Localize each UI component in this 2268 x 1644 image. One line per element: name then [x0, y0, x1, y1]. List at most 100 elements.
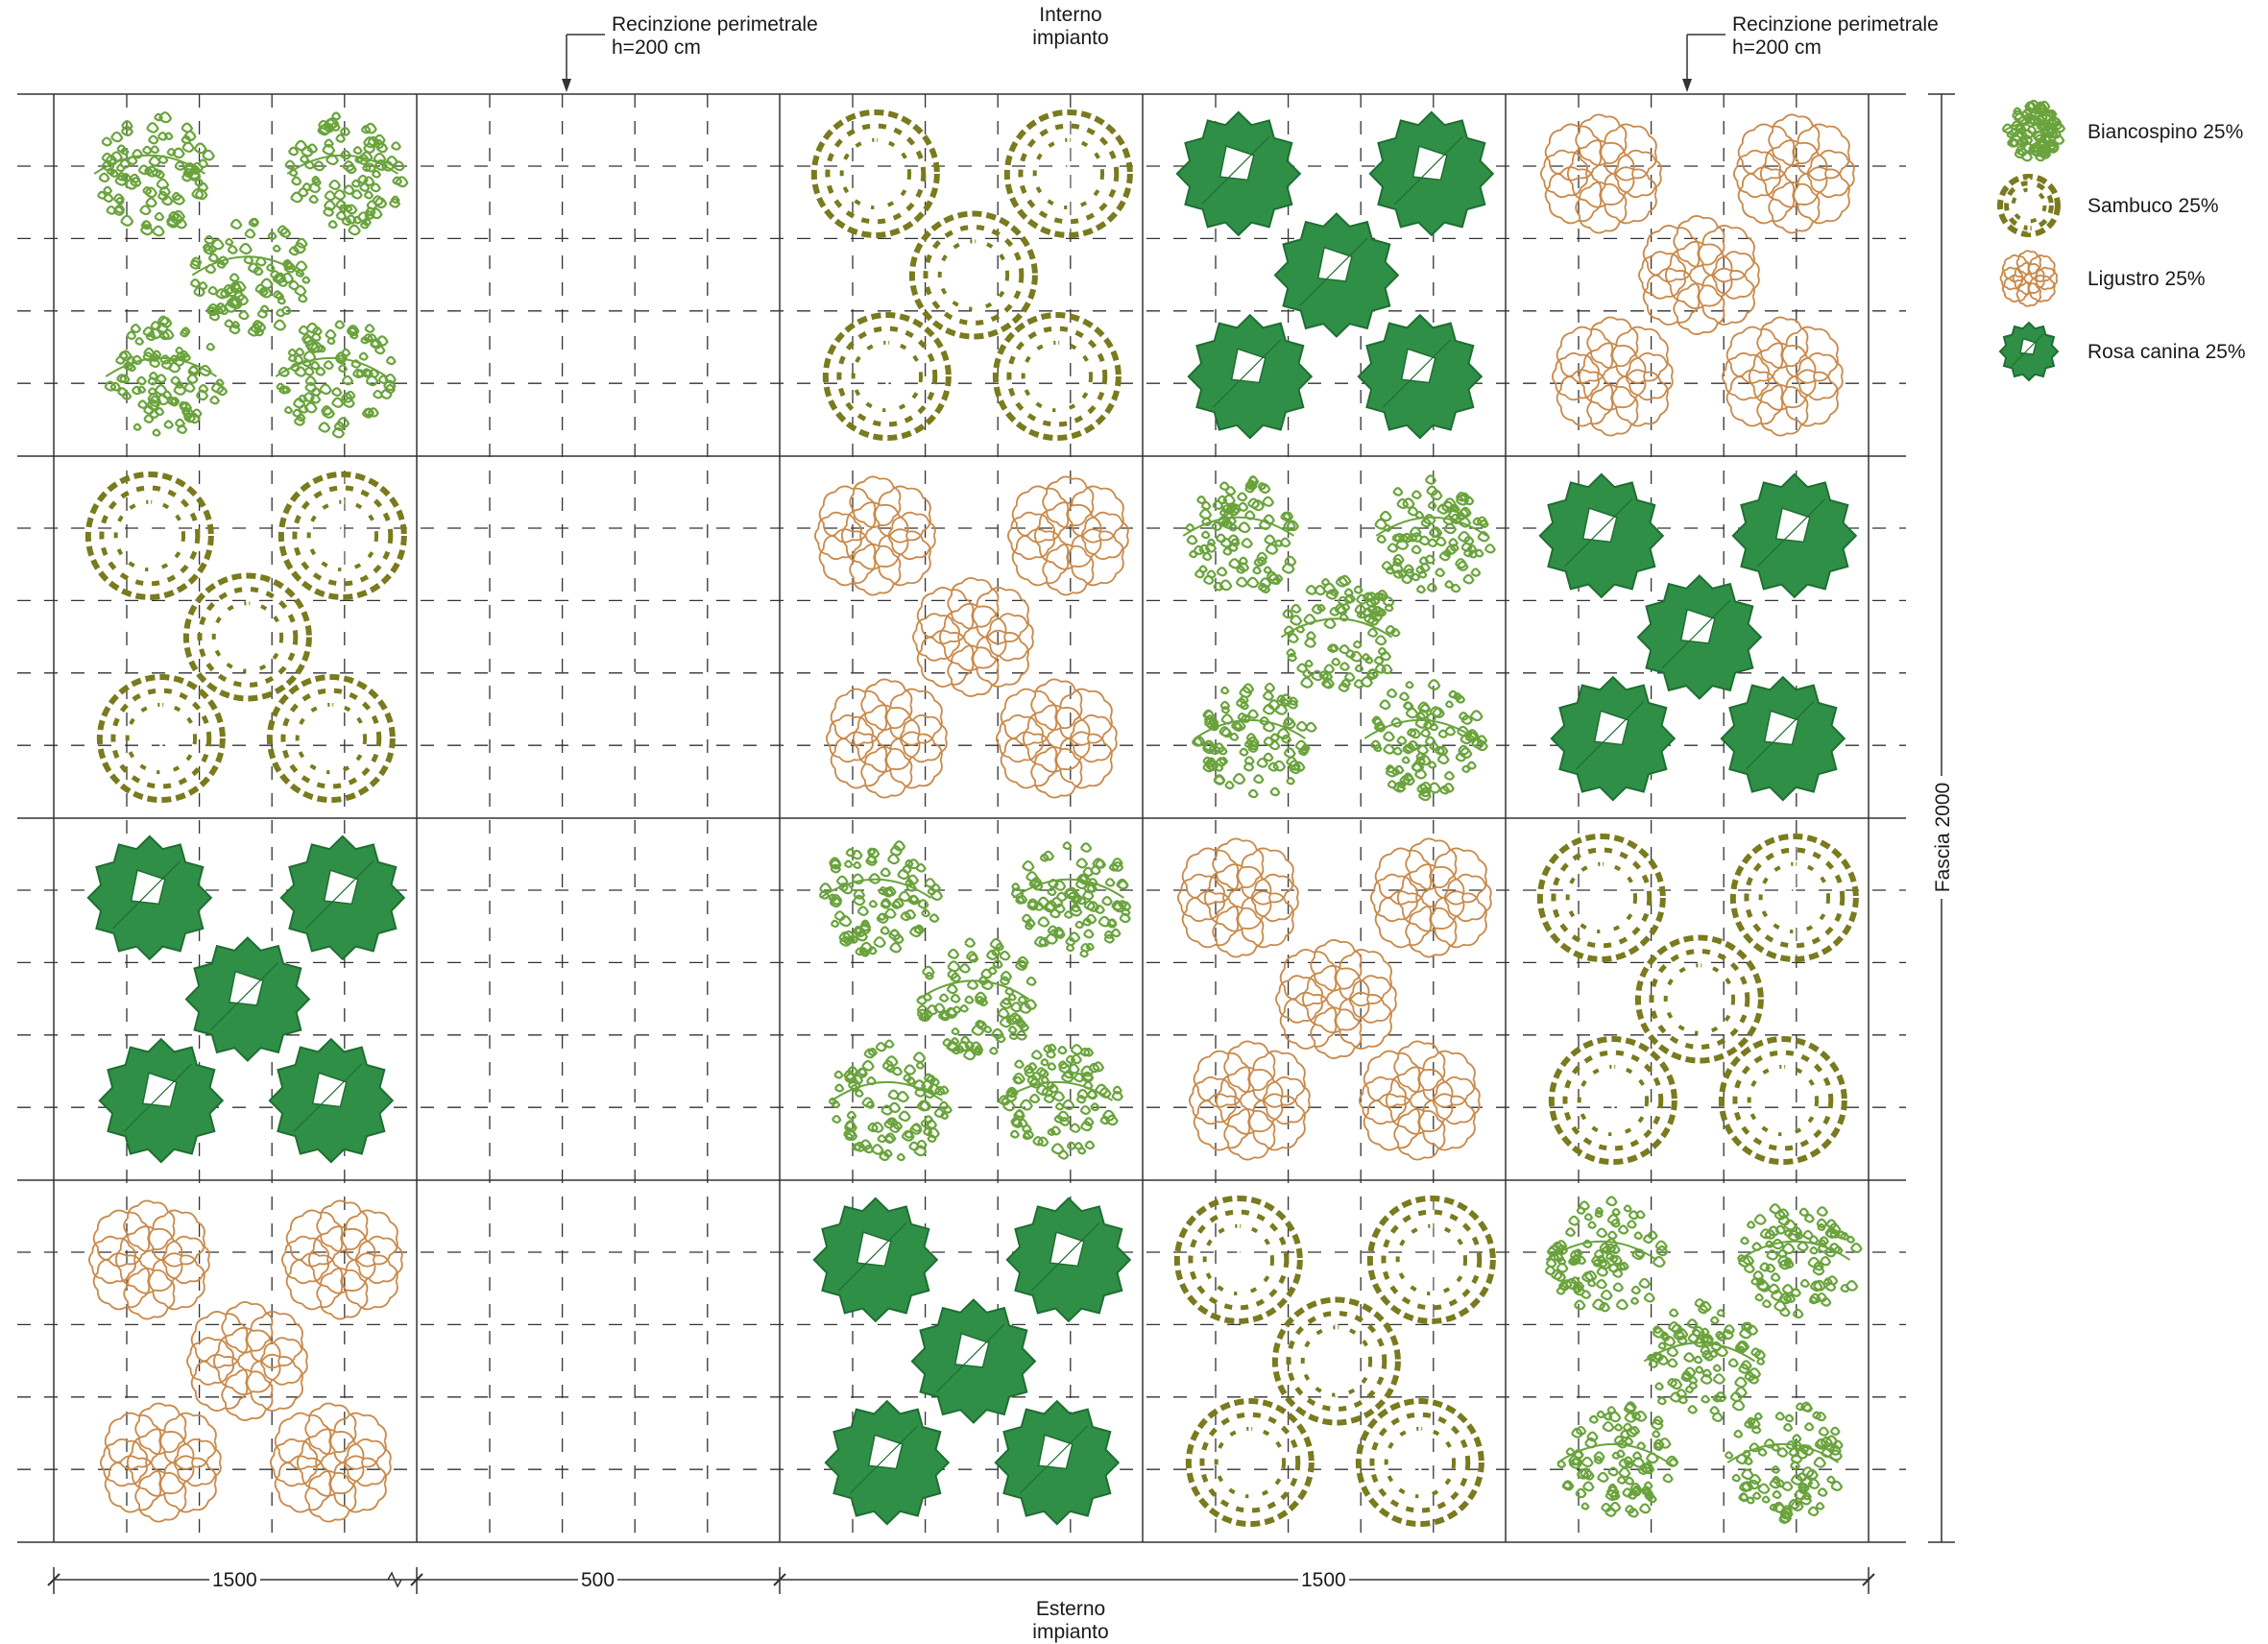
ligustro-icon [1999, 250, 2058, 307]
main-grid [17, 34, 1906, 1543]
sambuco-shrub [1173, 1195, 1303, 1324]
ligustro-shrub [100, 1402, 222, 1523]
dimension-left: 1500 [209, 1569, 260, 1592]
rosa-shrub [824, 1399, 951, 1526]
rosa-shrub [1357, 313, 1484, 440]
ligustro-shrub [186, 1301, 308, 1421]
ligustro-shrub [912, 577, 1034, 697]
planting-cell-biancospino [818, 840, 1132, 1162]
sambuco-shrub [182, 572, 312, 702]
rosa-shrub [910, 1298, 1037, 1424]
biancospino-shrub [1643, 1298, 1767, 1422]
sambuco-shrub [908, 210, 1038, 340]
biancospino-shrub [1010, 841, 1132, 958]
inside-label: Interno impianto [1032, 4, 1109, 49]
ligustro-shrub [1540, 113, 1662, 234]
ligustro-shrub [1275, 939, 1397, 1059]
planting-cell-sambuco [810, 109, 1133, 442]
ligustro-shrub [1370, 837, 1492, 958]
sambuco-shrub [1003, 109, 1133, 238]
dimension-right: 1500 [1298, 1569, 1349, 1592]
rosa-shrub [1636, 574, 1763, 700]
biancospino-icon [2001, 99, 2066, 162]
fence-right-label: Recinzione perimetrale h=200 cm [1732, 13, 1939, 59]
rosa-shrub [1731, 472, 1858, 599]
biancospino-shrub [1182, 475, 1300, 594]
sambuco-shrub [1355, 1398, 1484, 1528]
biancospino-shrub [1736, 1203, 1863, 1319]
sambuco-shrub [1718, 1036, 1847, 1166]
sambuco-shrub [96, 674, 226, 804]
biancospino-shrub [93, 111, 215, 237]
ligustro-shrub [88, 1199, 210, 1320]
biancospino-shrub [189, 217, 311, 337]
legend-ligustro-label: Ligustro 25% [2087, 268, 2206, 290]
ligustro-shrub [1722, 316, 1844, 437]
sambuco-shrub [84, 471, 214, 600]
ligustro-shrub [1733, 113, 1855, 234]
planting-cell-sambuco [84, 471, 407, 804]
sambuco-shrub [1366, 1195, 1496, 1324]
planting-cell-biancospino [1544, 1196, 1863, 1525]
planting-cell-sambuco [1536, 833, 1859, 1166]
legend-biancospino-label: Biancospino 25% [2087, 121, 2244, 143]
biancospino-shrub [1374, 474, 1496, 594]
sambuco-shrub [1548, 1036, 1677, 1166]
sambuco-shrub [1634, 934, 1764, 1064]
ligustro-shrub [814, 475, 936, 596]
rosa-canina-icon [1998, 321, 2060, 382]
shrubs-layer [84, 109, 1863, 1528]
dimension-middle: 500 [578, 1569, 618, 1592]
sambuco-shrub [1185, 1398, 1315, 1528]
biancospino-shrub [275, 320, 397, 439]
ligustro-shrub [1552, 316, 1674, 437]
biancospino-shrub [1191, 682, 1317, 799]
rosa-shrub [86, 834, 213, 961]
legend-icons [1997, 99, 2066, 382]
biancospino-shrub [104, 315, 229, 437]
biancospino-shrub [998, 1043, 1123, 1160]
biancospino-shrub [284, 111, 409, 236]
sambuco-shrub [1729, 833, 1859, 962]
ligustro-shrub [1359, 1040, 1481, 1161]
rosa-shrub [184, 936, 311, 1062]
rosa-shrub [812, 1197, 939, 1323]
sambuco-shrub [266, 674, 396, 804]
biancospino-shrub [916, 937, 1038, 1061]
sambuco-icon [1997, 174, 2061, 237]
planting-cell-ligustro [1540, 113, 1855, 437]
rosa-shrub [994, 1399, 1121, 1526]
rosa-shrub [279, 834, 406, 961]
fence-left-label: Recinzione perimetrale h=200 cm [612, 13, 818, 59]
planting-cell-rosa [812, 1197, 1132, 1526]
sambuco-shrub [822, 312, 952, 442]
biancospino-shrub [1556, 1401, 1679, 1518]
rosa-shrub [1550, 675, 1677, 802]
planting-cell-ligustro [1177, 837, 1492, 1161]
planting-cell-sambuco [1173, 1195, 1496, 1528]
biancospino-shrub [1724, 1401, 1844, 1525]
rosa-shrub [268, 1037, 395, 1164]
biancospino-shrub [1544, 1196, 1669, 1313]
planting-cell-rosa [1538, 472, 1858, 802]
ligustro-shrub [1007, 475, 1129, 596]
planting-cell-rosa [86, 834, 406, 1164]
legend-sambuco-label: Sambuco 25% [2087, 195, 2219, 217]
band-dimension: Fascia 2000 [1932, 776, 1955, 899]
biancospino-shrub [1280, 574, 1401, 692]
ligustro-shrub [1189, 1040, 1311, 1161]
rosa-shrub [1538, 472, 1665, 599]
planting-cell-rosa [1175, 110, 1495, 440]
rosa-shrub [98, 1037, 225, 1164]
ligustro-shrub [281, 1199, 403, 1320]
ligustro-shrub [1638, 215, 1760, 335]
legend-rosa-canina-label: Rosa canina 25% [2087, 341, 2246, 363]
ligustro-shrub [826, 678, 948, 799]
rosa-shrub [1368, 110, 1495, 237]
rosa-shrub [1720, 675, 1846, 802]
outside-label: Esterno impianto [1032, 1598, 1109, 1643]
planting-cell-biancospino [93, 111, 409, 439]
biancospino-shrub [828, 1039, 953, 1162]
ligustro-shrub [996, 678, 1118, 799]
